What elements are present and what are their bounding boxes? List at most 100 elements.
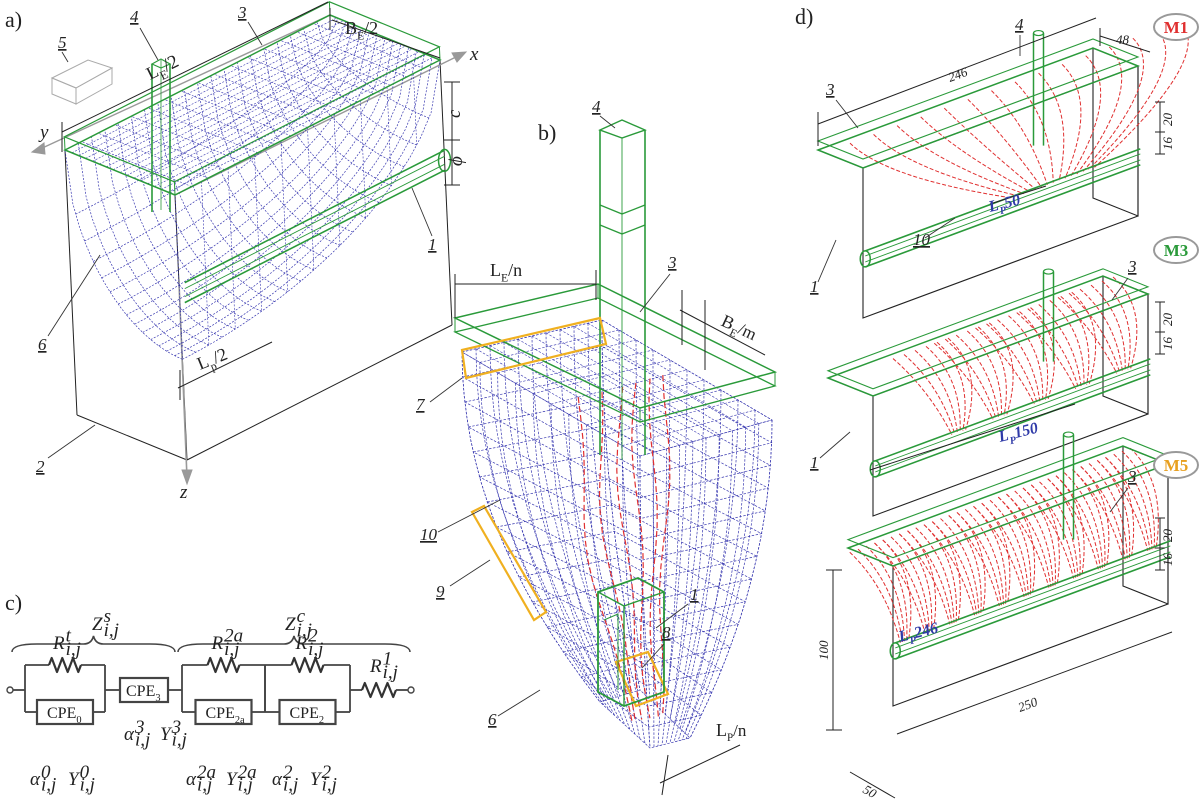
resistor bbox=[362, 683, 396, 697]
symbol: α2ai,j bbox=[186, 762, 216, 796]
symbol-sub: i,j bbox=[283, 774, 298, 795]
label: 6 bbox=[488, 710, 497, 729]
symbol-base: Z bbox=[285, 614, 296, 635]
symbol-base: L bbox=[716, 720, 727, 740]
mesh-line bbox=[414, 74, 417, 146]
mesh-line bbox=[551, 404, 625, 725]
symbol: CPE2 bbox=[290, 705, 325, 726]
label: c) bbox=[5, 590, 22, 615]
pipe-1-end bbox=[870, 461, 880, 477]
figure: a)LE/2BE/2cϕLp/2xyz123456b)LE/nBE/mLP/n1… bbox=[0, 0, 1200, 807]
flow-line bbox=[899, 534, 931, 631]
mesh-line bbox=[251, 56, 366, 218]
symbol-sub: i,j bbox=[41, 774, 56, 795]
symbol-sub: E bbox=[357, 29, 364, 42]
symbol-base: BE/2 bbox=[345, 18, 378, 42]
label: 1 bbox=[810, 277, 819, 296]
symbol: CPE2a bbox=[206, 705, 246, 726]
tray bbox=[828, 269, 1148, 389]
flow-line bbox=[1071, 56, 1101, 176]
symbol-sub: i,j bbox=[104, 620, 119, 641]
label: 5 bbox=[58, 33, 67, 52]
symbol-base: α bbox=[30, 769, 41, 790]
flow-line bbox=[932, 522, 976, 615]
symbol: α3i,j bbox=[124, 717, 150, 751]
symbol-sub: 2 bbox=[319, 715, 324, 726]
flow-line bbox=[921, 117, 1030, 192]
flow-line bbox=[991, 91, 1047, 185]
box-edge bbox=[440, 60, 452, 325]
flow-line bbox=[897, 126, 1024, 194]
mesh-line bbox=[361, 101, 366, 218]
pipe-4-joint bbox=[600, 205, 645, 214]
box-edge bbox=[187, 325, 452, 460]
mesh-line bbox=[93, 25, 353, 262]
label: 3 bbox=[825, 80, 835, 99]
label: 9 bbox=[436, 582, 445, 601]
mesh-line bbox=[685, 410, 755, 733]
label: 3 bbox=[1127, 467, 1137, 486]
leader-line bbox=[412, 188, 432, 236]
symbol-base: R bbox=[295, 633, 308, 654]
page: { "panel_a": { "label": "a)", "LE": {"ba… bbox=[0, 0, 1200, 807]
flow-line bbox=[1061, 296, 1089, 384]
mesh-line bbox=[532, 584, 730, 664]
symbol-base: CPE bbox=[290, 705, 319, 722]
tray-edge bbox=[64, 137, 65, 150]
label: 8 bbox=[662, 623, 671, 642]
mesh-line bbox=[78, 143, 195, 352]
axis-y bbox=[38, 15, 330, 150]
pipe-1 bbox=[895, 552, 1170, 654]
flow-line bbox=[1056, 476, 1100, 569]
pipe-4-cap bbox=[1064, 432, 1074, 437]
label: y bbox=[38, 122, 49, 143]
pipe-1-end bbox=[860, 251, 870, 267]
label: 16 bbox=[1160, 553, 1175, 567]
symbol: BE/2 bbox=[345, 18, 378, 42]
element-box bbox=[52, 78, 76, 104]
pipe-1 bbox=[185, 156, 445, 288]
mesh-line bbox=[255, 155, 262, 312]
leader-line bbox=[62, 52, 68, 62]
pipe-1-end bbox=[890, 643, 900, 659]
label: 48 bbox=[1116, 32, 1130, 47]
label: 4 bbox=[1015, 15, 1024, 34]
label: 50 bbox=[861, 782, 880, 802]
label: 7 bbox=[416, 395, 426, 414]
symbol-sub: i,j bbox=[197, 774, 212, 795]
dim-line bbox=[897, 632, 1172, 734]
symbol-base: R bbox=[52, 633, 65, 654]
cell-7 bbox=[462, 318, 606, 378]
symbol: R2ai,j bbox=[211, 625, 244, 659]
mesh-line bbox=[202, 182, 209, 346]
flow-line bbox=[1122, 451, 1154, 548]
box-face bbox=[1093, 48, 1138, 216]
terminal bbox=[408, 687, 414, 693]
symbol: Y3i,j bbox=[160, 717, 187, 751]
symbol-base: LE/n bbox=[490, 260, 522, 284]
flow-line bbox=[1023, 488, 1055, 585]
label: 20 bbox=[1160, 113, 1175, 127]
resistor bbox=[208, 658, 240, 672]
symbol-sub: i,j bbox=[308, 639, 323, 660]
label: b) bbox=[538, 120, 556, 145]
symbol: LP/n bbox=[716, 720, 747, 744]
tray bbox=[848, 438, 1168, 558]
flow-line bbox=[957, 512, 1001, 605]
label: 100 bbox=[816, 640, 831, 660]
symbol: Y2ai,j bbox=[226, 762, 257, 796]
symbol-rest: /2 bbox=[364, 18, 378, 38]
resistor bbox=[49, 658, 81, 672]
symbol: LE/2 bbox=[143, 51, 184, 88]
tray-edge bbox=[174, 182, 175, 195]
mesh-line bbox=[473, 426, 765, 540]
flow-line bbox=[978, 327, 1006, 415]
pipe-1 bbox=[185, 170, 445, 302]
flow-line bbox=[974, 506, 1006, 603]
symbol-base: Z bbox=[92, 614, 103, 635]
tray bbox=[818, 39, 1138, 159]
symbol-sub: i,j bbox=[224, 639, 239, 660]
symbol: CPE3 bbox=[126, 683, 161, 704]
leader-line bbox=[818, 240, 836, 282]
symbol: LE/n bbox=[490, 260, 522, 284]
